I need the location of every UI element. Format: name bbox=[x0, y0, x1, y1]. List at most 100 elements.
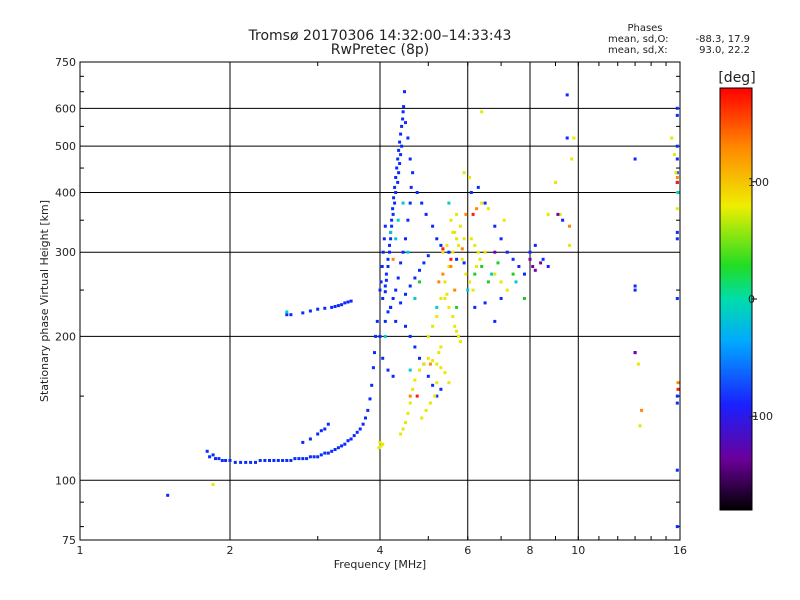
data-point bbox=[395, 166, 399, 170]
data-point bbox=[443, 280, 447, 284]
data-point bbox=[476, 185, 480, 189]
data-point bbox=[396, 276, 400, 280]
data-point bbox=[675, 525, 679, 529]
data-point bbox=[272, 459, 276, 462]
data-point bbox=[468, 176, 471, 179]
series-group bbox=[418, 261, 526, 309]
data-point bbox=[464, 212, 468, 216]
data-point bbox=[483, 201, 487, 205]
data-point bbox=[308, 437, 312, 441]
data-point bbox=[439, 243, 443, 247]
data-point bbox=[570, 157, 574, 161]
data-point bbox=[676, 191, 680, 194]
data-point bbox=[466, 288, 470, 292]
phases-x-label: mean, sd,X: bbox=[608, 45, 668, 56]
data-point bbox=[447, 265, 451, 268]
data-point bbox=[675, 113, 679, 117]
x-tick-label: 4 bbox=[377, 544, 384, 557]
data-point bbox=[546, 265, 550, 268]
data-point bbox=[439, 366, 443, 370]
phases-o-values: -88.3, 17.9 bbox=[696, 34, 751, 45]
data-point bbox=[401, 201, 405, 205]
data-point bbox=[396, 180, 400, 184]
data-point bbox=[408, 394, 412, 398]
data-point bbox=[378, 440, 382, 444]
colorbar-tick-label: 100 bbox=[748, 176, 769, 189]
data-point bbox=[381, 297, 385, 300]
data-point bbox=[457, 334, 460, 338]
data-point bbox=[319, 429, 323, 433]
data-point bbox=[437, 351, 441, 355]
data-point bbox=[460, 247, 464, 251]
data-point bbox=[399, 261, 403, 265]
data-point bbox=[490, 272, 494, 276]
data-point bbox=[457, 243, 460, 247]
data-point bbox=[323, 306, 327, 310]
data-point bbox=[316, 307, 320, 311]
data-point bbox=[422, 261, 426, 265]
data-point bbox=[364, 416, 367, 420]
data-point bbox=[391, 297, 395, 300]
data-point bbox=[476, 250, 480, 254]
data-point bbox=[426, 334, 430, 338]
data-point bbox=[413, 297, 417, 300]
data-point bbox=[565, 93, 569, 97]
data-point bbox=[675, 468, 679, 472]
data-point bbox=[675, 176, 679, 179]
data-point bbox=[413, 276, 417, 280]
data-point bbox=[455, 212, 459, 216]
y-tick-label: 75 bbox=[62, 534, 76, 547]
data-point bbox=[408, 201, 412, 205]
data-point bbox=[370, 383, 374, 387]
data-point bbox=[451, 250, 455, 254]
data-point bbox=[392, 196, 396, 200]
data-point bbox=[435, 315, 439, 319]
data-point bbox=[541, 257, 545, 261]
data-point bbox=[258, 459, 262, 462]
data-point bbox=[333, 448, 337, 451]
data-point bbox=[397, 171, 401, 175]
data-point bbox=[483, 250, 487, 254]
data-point bbox=[330, 449, 334, 453]
y-tick-label: 750 bbox=[55, 56, 76, 69]
data-point bbox=[401, 117, 405, 121]
data-point bbox=[208, 455, 212, 459]
x-tick-label: 8 bbox=[527, 544, 534, 557]
data-point bbox=[406, 250, 410, 254]
data-point bbox=[411, 387, 415, 391]
data-point bbox=[675, 144, 679, 148]
data-point bbox=[565, 136, 569, 140]
data-point bbox=[447, 201, 451, 205]
x-tick-label: 16 bbox=[673, 544, 687, 557]
data-point bbox=[404, 324, 407, 328]
data-point bbox=[408, 334, 412, 338]
series-group bbox=[285, 191, 680, 372]
data-point bbox=[633, 288, 637, 292]
data-point bbox=[451, 230, 455, 234]
data-point bbox=[408, 401, 412, 405]
data-point bbox=[469, 191, 473, 194]
data-point bbox=[670, 136, 674, 140]
data-point bbox=[379, 280, 383, 284]
data-point bbox=[435, 381, 439, 385]
data-point bbox=[384, 272, 388, 276]
data-point bbox=[471, 212, 475, 216]
colorbar-tick-label: -100 bbox=[748, 410, 773, 423]
data-point bbox=[418, 356, 421, 360]
data-point bbox=[224, 459, 228, 462]
y-tick-label: 300 bbox=[55, 246, 76, 259]
data-point bbox=[418, 280, 421, 284]
data-point bbox=[389, 237, 393, 241]
data-point bbox=[358, 427, 362, 431]
data-point bbox=[293, 457, 297, 461]
data-point bbox=[378, 334, 382, 338]
data-point bbox=[281, 459, 285, 462]
data-point bbox=[398, 162, 402, 165]
data-point bbox=[431, 324, 435, 328]
data-point bbox=[675, 207, 679, 211]
data-point bbox=[285, 313, 289, 317]
data-point bbox=[394, 288, 398, 292]
series-group bbox=[415, 180, 680, 398]
data-point bbox=[381, 250, 385, 254]
data-point bbox=[449, 257, 453, 261]
